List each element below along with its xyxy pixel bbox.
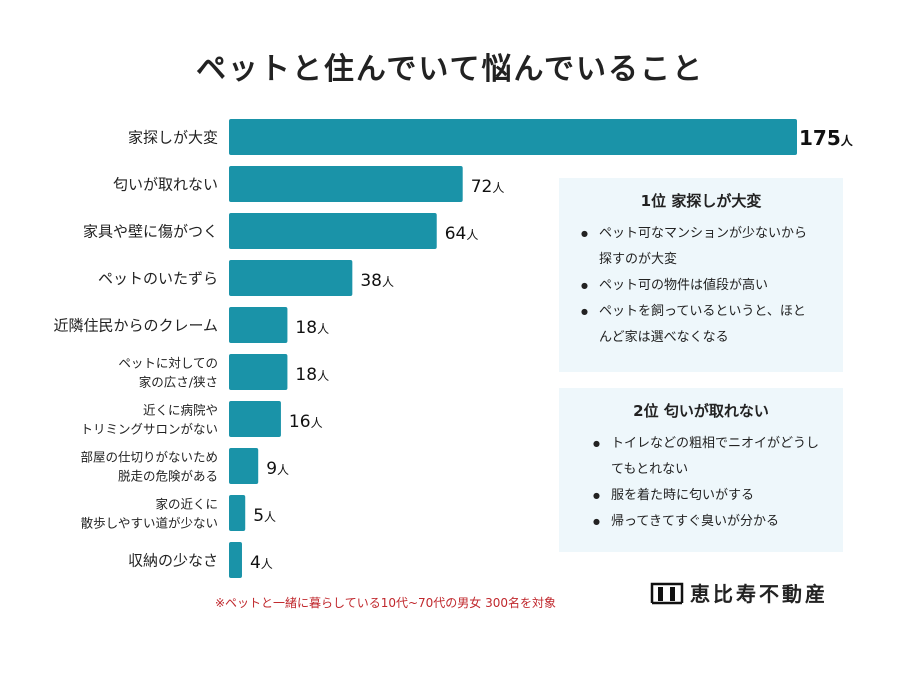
box2-item: 服を着た時に匂いがする bbox=[593, 483, 821, 509]
bar bbox=[229, 448, 259, 484]
bar bbox=[229, 401, 281, 437]
value-label: 16人 bbox=[289, 412, 323, 432]
bar bbox=[229, 542, 242, 578]
category-label: 近隣住民からのクレーム bbox=[53, 317, 218, 335]
box2-item: 帰ってきてすぐ臭いが分かる bbox=[593, 509, 821, 535]
category-label: 近くに病院やトリミングサロンがない bbox=[80, 402, 218, 436]
value-label: 64人 bbox=[445, 224, 479, 244]
box2-heading: 2位 匂いが取れない bbox=[633, 402, 769, 420]
bar bbox=[229, 495, 246, 531]
survey-note: ※ペットと一緒に暮らしている10代~70代の男女 300名を対象 bbox=[215, 596, 557, 610]
category-label: ペットに対しての家の広さ/狭さ bbox=[118, 355, 218, 389]
value-label: 4人 bbox=[250, 553, 273, 573]
value-label: 18人 bbox=[295, 365, 329, 385]
bar bbox=[229, 119, 797, 155]
logo-text: 恵比寿不動産 bbox=[690, 582, 828, 606]
bar bbox=[229, 354, 288, 390]
box1-item: ペット可なマンションが少ないから探すのが大変 bbox=[581, 221, 814, 273]
category-label: ペットのいたずら bbox=[98, 270, 218, 288]
bar bbox=[229, 307, 288, 343]
info-box-rank1: 1位 家探しが大変 ペット可なマンションが少ないから探すのが大変ペット可の物件は… bbox=[559, 178, 843, 372]
bar bbox=[229, 260, 353, 296]
box1-item: ペット可の物件は値段が高い bbox=[581, 273, 814, 299]
box1-heading: 1位 家探しが大変 bbox=[640, 192, 762, 210]
box1-item: ペットを飼っているというと、ほとんど家は選べなくなる bbox=[581, 299, 814, 351]
category-label: 家探しが大変 bbox=[128, 129, 218, 147]
value-label: 18人 bbox=[295, 318, 329, 338]
category-label: 匂いが取れない bbox=[113, 176, 218, 194]
category-label: 部屋の仕切りがないため脱走の危険がある bbox=[80, 449, 218, 483]
bar bbox=[229, 213, 437, 249]
category-label: 家具や壁に傷がつく bbox=[83, 223, 218, 241]
value-label: 38人 bbox=[360, 271, 394, 291]
category-label: 収納の少なさ bbox=[128, 552, 218, 570]
value-label: 72人 bbox=[471, 177, 505, 197]
value-label: 5人 bbox=[253, 506, 276, 526]
chart-title: ペットと住んでいて悩んでいること bbox=[195, 52, 705, 87]
value-label: 9人 bbox=[266, 459, 289, 479]
box2-item: トイレなどの粗相でニオイがどうしてもとれない bbox=[593, 431, 821, 483]
bar bbox=[229, 166, 463, 202]
category-label: 家の近くに散歩しやすい道が少ない bbox=[81, 496, 218, 530]
logo-icon bbox=[650, 582, 684, 604]
logo: 恵比寿不動産 bbox=[650, 578, 828, 607]
value-label: 175人 bbox=[799, 126, 854, 150]
info-box-rank2: 2位 匂いが取れない トイレなどの粗相でニオイがどうしてもとれない服を着た時に匂… bbox=[559, 388, 843, 552]
